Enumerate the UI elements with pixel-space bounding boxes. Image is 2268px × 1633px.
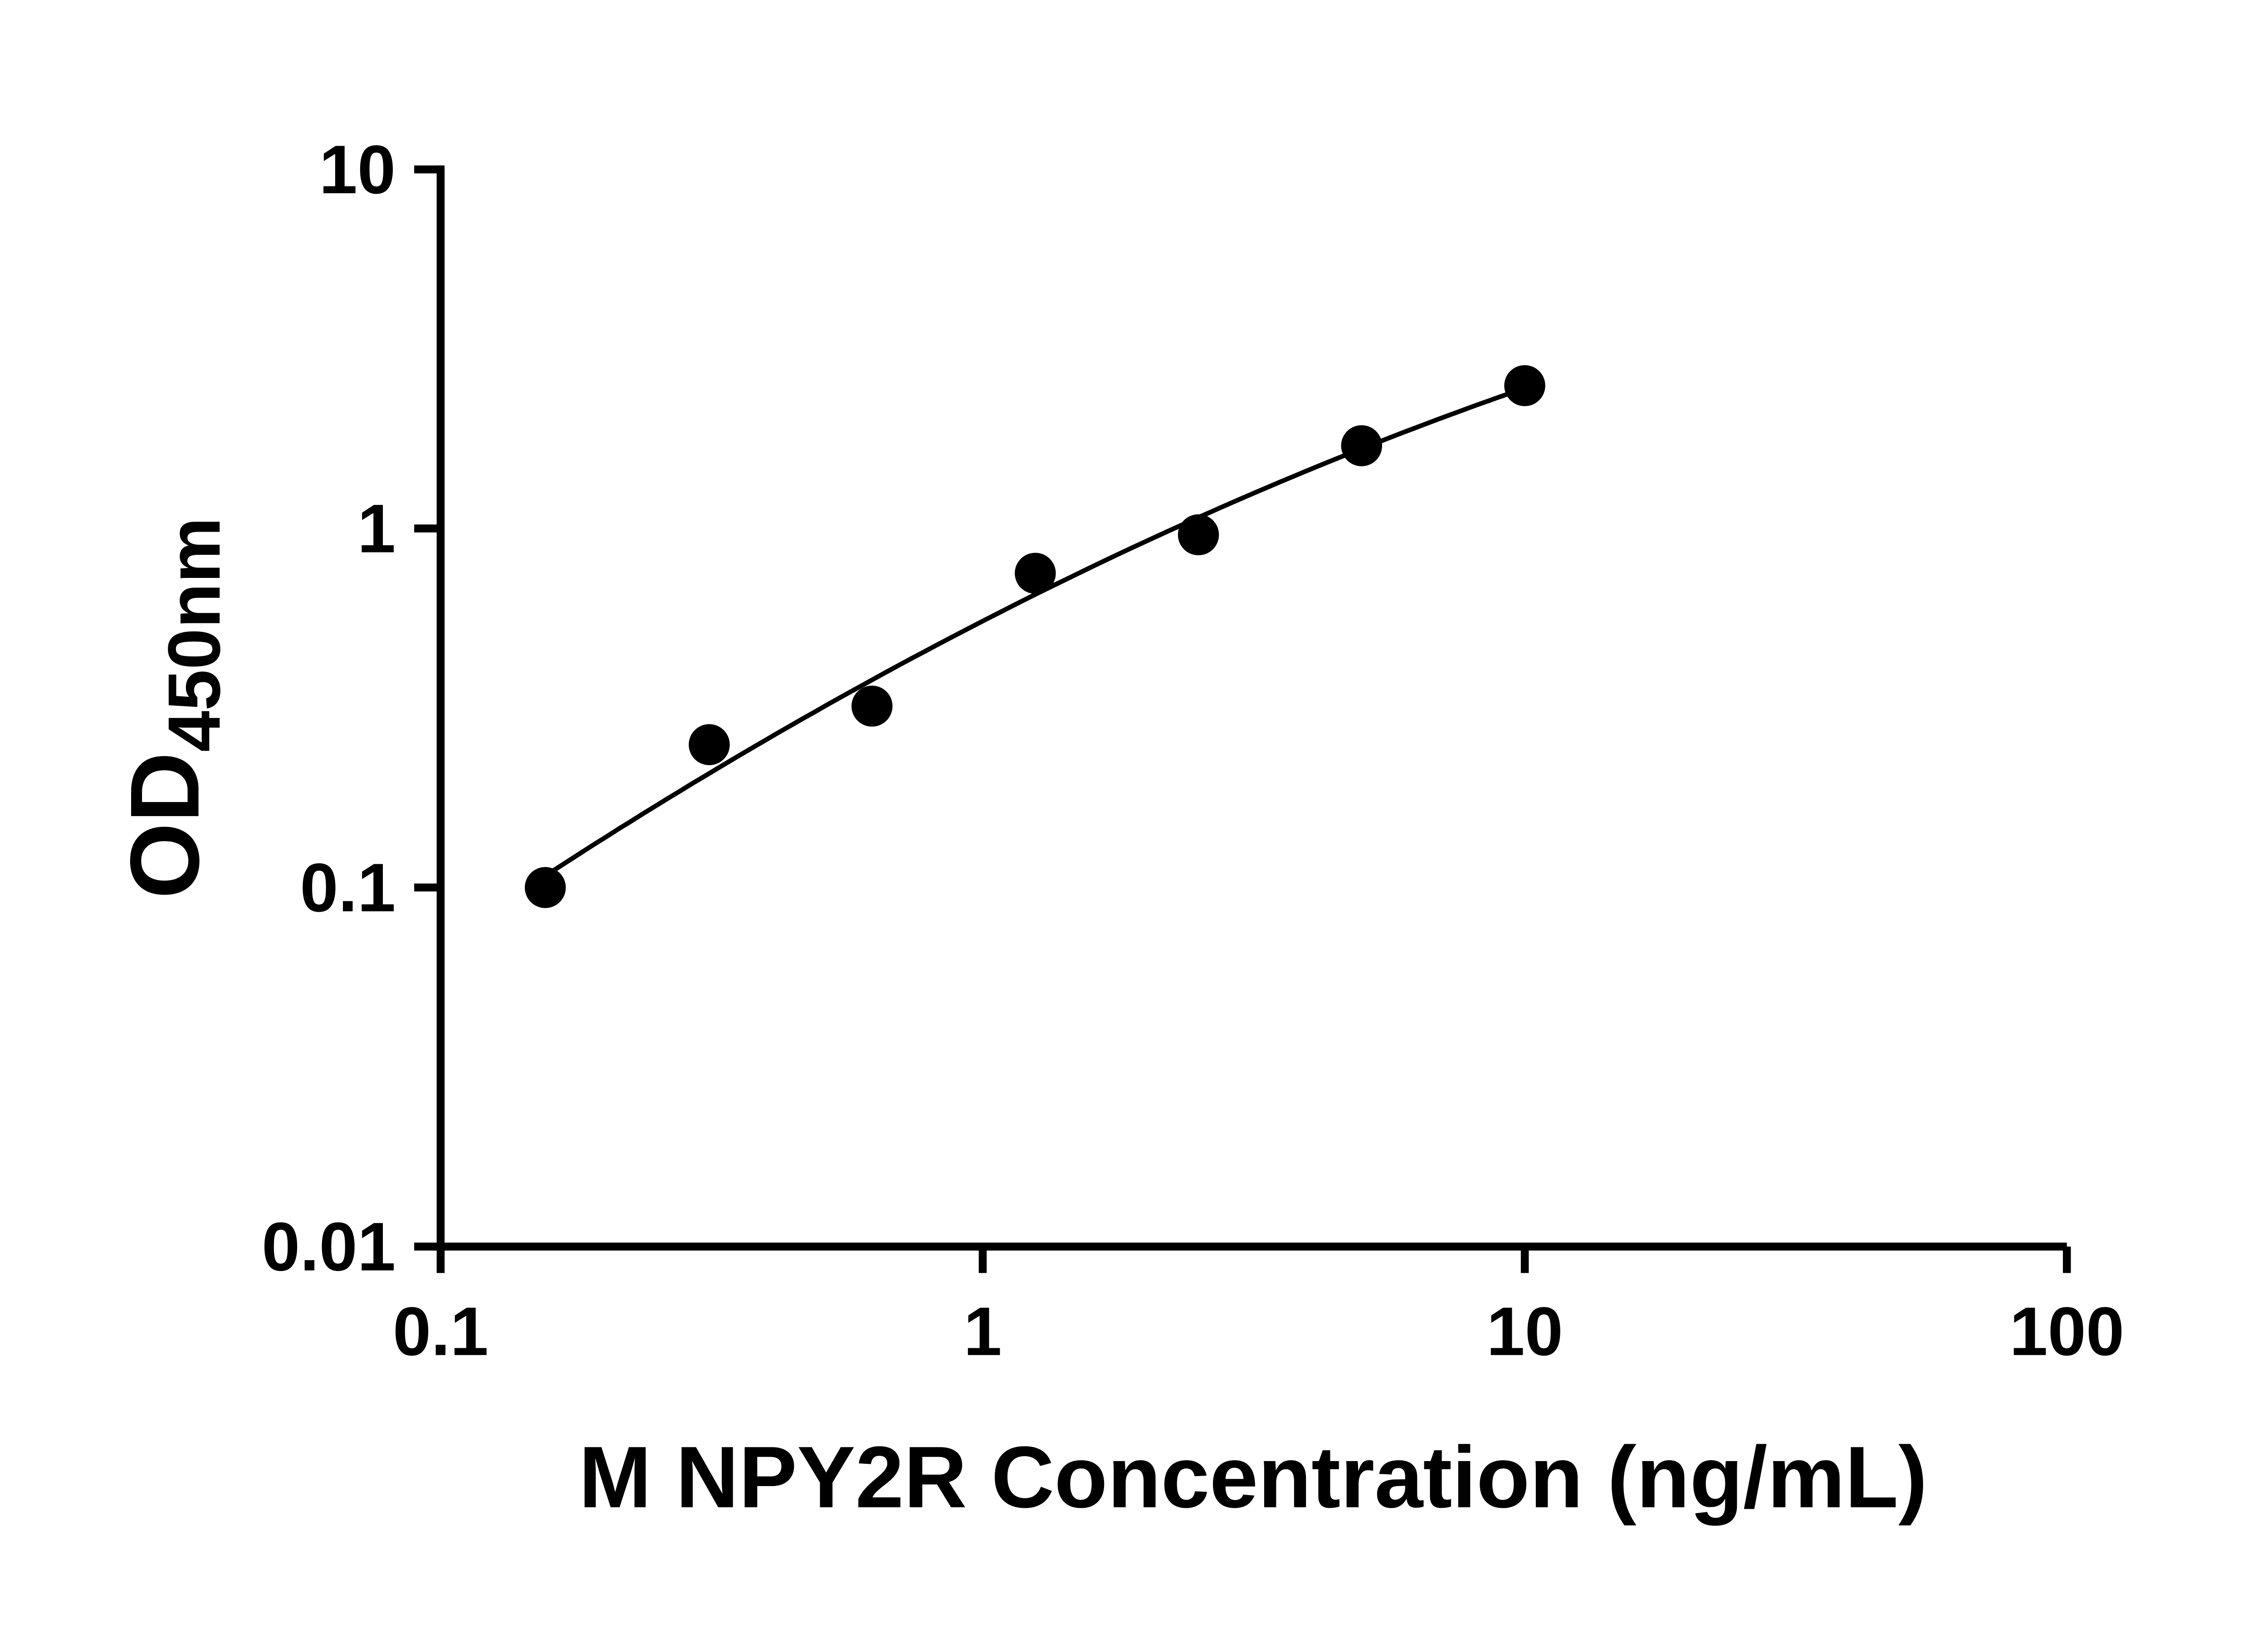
- data-point: [1178, 514, 1219, 556]
- data-point: [1341, 425, 1382, 466]
- y-axis-title: OD450nm: [110, 517, 236, 899]
- x-tick-label: 0.1: [393, 1293, 489, 1370]
- data-point: [524, 867, 566, 908]
- x-tick-label: 1: [963, 1293, 1002, 1370]
- fit-line: [544, 386, 1526, 878]
- y-tick-label: 0.01: [262, 1209, 396, 1286]
- y-tick-label: 0.1: [300, 850, 396, 926]
- y-tick-label: 1: [357, 491, 396, 567]
- y-tick-label: 10: [319, 132, 396, 208]
- axis-spines: [436, 165, 2067, 1251]
- y-axis-title-main: OD: [110, 752, 220, 899]
- data-point: [689, 724, 730, 765]
- data-point: [851, 685, 893, 727]
- y-axis-title-subscript: 450nm: [152, 517, 235, 752]
- x-axis-title: M NPY2R Concentration (ng/mL): [579, 1428, 1927, 1526]
- x-tick-label: 10: [1486, 1293, 1563, 1370]
- data-point: [1504, 365, 1545, 406]
- data-point: [1015, 552, 1056, 594]
- x-tick-label: 100: [2009, 1293, 2124, 1370]
